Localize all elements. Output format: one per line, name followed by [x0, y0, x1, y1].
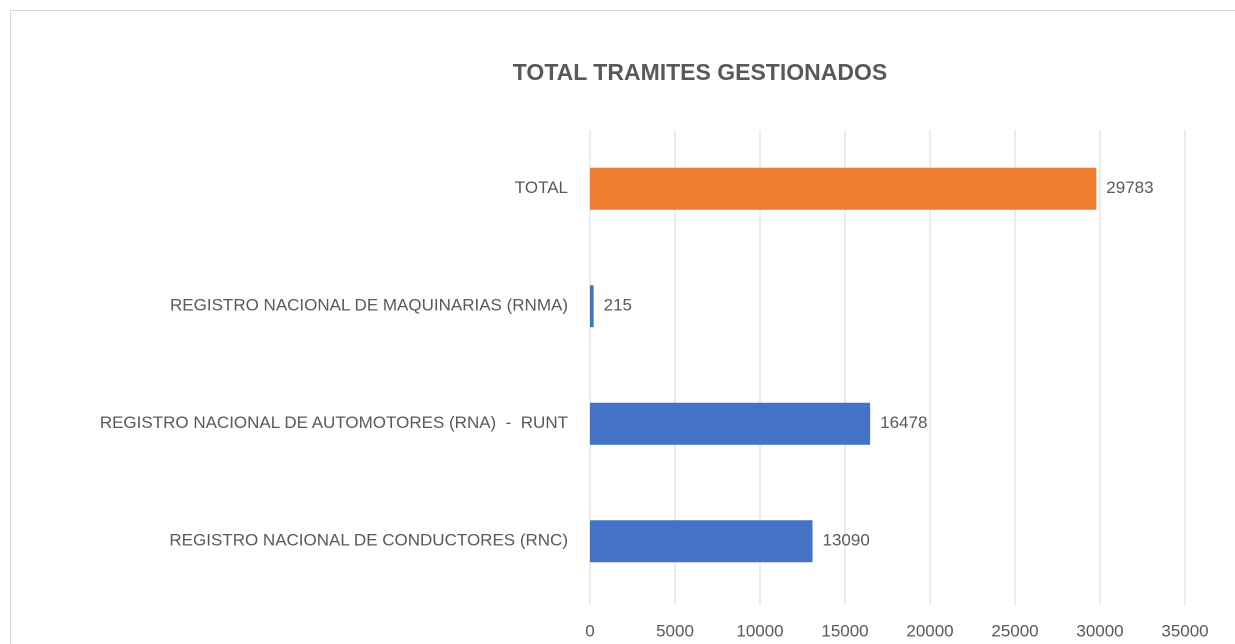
bar	[590, 285, 594, 328]
data-label: 29783	[1106, 178, 1153, 197]
y-tick-label: REGISTRO NACIONAL DE MAQUINARIAS (RNMA)	[170, 296, 568, 315]
data-label: 215	[604, 296, 632, 315]
y-tick-label: REGISTRO NACIONAL DE AUTOMOTORES (RNA) -…	[100, 413, 568, 432]
x-tick-label: 10000	[736, 621, 783, 640]
x-tick-label: 0	[585, 621, 594, 640]
x-tick-label: 30000	[1076, 621, 1123, 640]
data-label: 13090	[823, 531, 870, 550]
x-tick-label: 25000	[991, 621, 1038, 640]
y-tick-label: TOTAL	[515, 178, 568, 197]
y-tick-label: REGISTRO NACIONAL DE CONDUCTORES (RNC)	[169, 531, 568, 550]
x-tick-label: 35000	[1161, 621, 1208, 640]
bar	[590, 402, 871, 445]
x-tick-label: 5000	[656, 621, 694, 640]
x-tick-label: 20000	[906, 621, 953, 640]
bar	[590, 520, 813, 563]
x-tick-label: 15000	[821, 621, 868, 640]
chart-title: TOTAL TRAMITES GESTIONADOS	[513, 59, 887, 85]
data-label: 16478	[880, 413, 927, 432]
chart-border	[10, 10, 1235, 644]
bar	[590, 167, 1097, 210]
